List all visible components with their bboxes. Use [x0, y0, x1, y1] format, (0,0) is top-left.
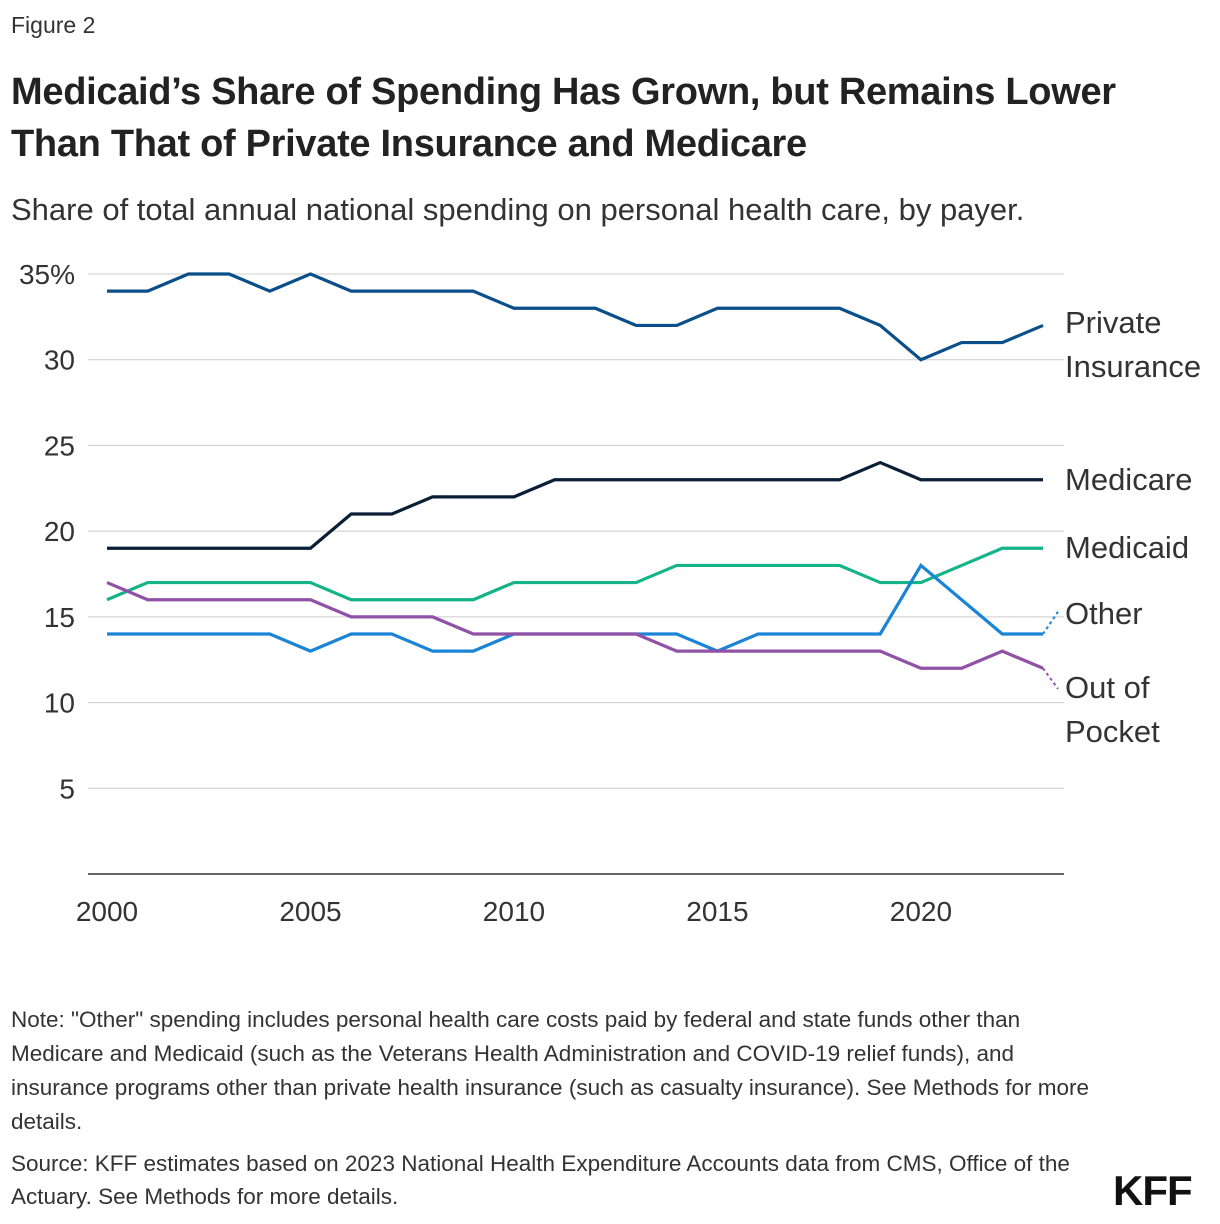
series-line-medicare: [107, 460, 1043, 550]
series-label: Out of: [1065, 670, 1150, 705]
x-tick-label: 2015: [686, 896, 748, 927]
figure-label: Figure 2: [11, 12, 96, 38]
series-label: Other: [1065, 596, 1143, 631]
kff-logo: KFF: [1113, 1167, 1193, 1214]
y-tick-label: 20: [44, 516, 75, 547]
series-line-other: [107, 562, 1043, 653]
y-tick-label: 5: [59, 773, 75, 804]
series-label: Medicare: [1065, 462, 1193, 497]
y-tick-label: 15: [44, 602, 75, 633]
chart-source: Source: KFF estimates based on 2023 Nati…: [11, 1151, 1070, 1209]
series-line-private-insurance: [107, 272, 1044, 362]
series-label: Pocket: [1065, 714, 1160, 749]
chart-note: Note: "Other" spending includes personal…: [11, 1007, 1090, 1134]
series-label: Private: [1065, 305, 1161, 340]
y-tick-label: 30: [44, 345, 75, 376]
y-tick-label: 25: [44, 430, 75, 461]
x-tick-label: 2020: [890, 896, 952, 927]
y-tick-label: 35%: [19, 259, 75, 290]
series-label: Medicaid: [1065, 530, 1189, 565]
series-line-medicaid: [106, 546, 1043, 602]
leader-line: [1042, 667, 1059, 690]
series-label: Insurance: [1065, 349, 1201, 384]
x-tick-label: 2010: [483, 896, 545, 927]
x-tick-label: 2000: [76, 896, 138, 927]
leader-line: [1042, 611, 1059, 635]
series-line-out-of-pocket: [106, 581, 1044, 670]
x-tick-label: 2005: [279, 896, 341, 927]
chart-subtitle: Share of total annual national spending …: [11, 192, 1025, 227]
y-tick-label: 10: [44, 688, 75, 719]
chart-title: Medicaid’s Share of Spending Has Grown, …: [11, 71, 1116, 165]
